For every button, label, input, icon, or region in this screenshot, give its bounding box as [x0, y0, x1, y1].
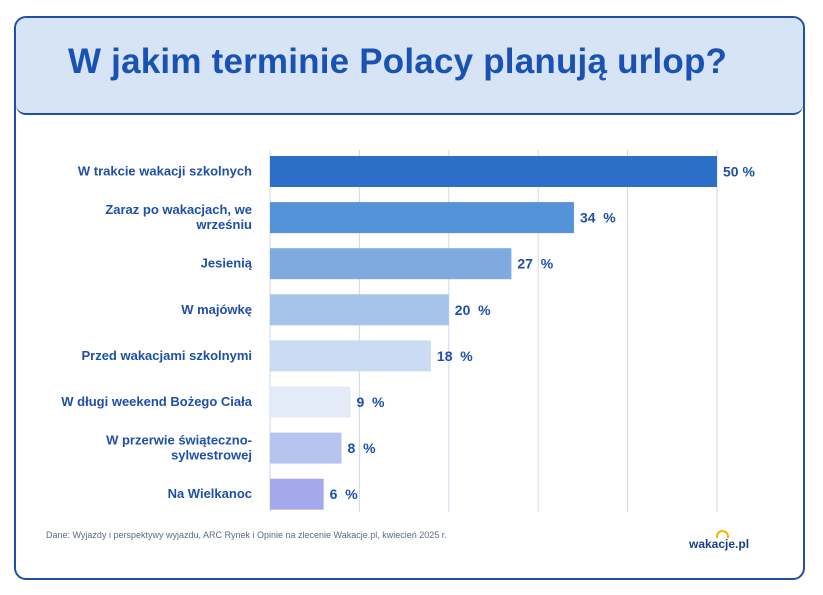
category-label: W długi weekend Bożego Ciała: [61, 394, 252, 409]
bar: [270, 340, 431, 372]
bar: [270, 156, 717, 187]
title-banner: W jakim terminie Polacy planują urlop?: [16, 18, 803, 115]
category-label: sylwestrowej: [171, 448, 252, 463]
value-label: 34 %: [580, 210, 616, 226]
category-label: W trakcie wakacji szkolnych: [78, 164, 252, 179]
bar: [270, 202, 574, 234]
bar: [270, 386, 351, 418]
sun-arc-icon: [716, 530, 729, 538]
value-label: 8 %: [348, 440, 377, 456]
logo-text: wakacje.pl: [689, 537, 750, 551]
value-label: 50 %: [723, 164, 755, 180]
category-label: W przerwie świąteczno-: [106, 433, 252, 448]
value-label: 18 %: [437, 348, 473, 364]
source-note: Dane: Wyjazdy i perspektywy wyjazdu, ARC…: [46, 530, 447, 540]
value-label: 9 %: [356, 394, 385, 410]
category-label: Zaraz po wakacjach, we: [105, 202, 252, 217]
bar: [270, 478, 324, 510]
bar: [270, 432, 342, 464]
bar: [270, 294, 449, 326]
category-label: Na Wielkanoc: [168, 486, 252, 501]
category-label: Jesienią: [201, 256, 253, 271]
value-label: 6 %: [330, 486, 359, 502]
bar: [270, 248, 512, 280]
category-label: wrześniu: [195, 217, 252, 232]
value-label: 27 %: [517, 256, 553, 272]
chart-title: W jakim terminie Polacy planują urlop?: [68, 42, 728, 81]
wakacje-logo: wakacje.pl: [689, 530, 750, 551]
value-label: 20 %: [455, 302, 491, 318]
category-label: Przed wakacjami szkolnymi: [81, 348, 252, 363]
infographic-card: W jakim terminie Polacy planują urlop?: [14, 16, 805, 580]
category-label: W majówkę: [181, 302, 252, 317]
